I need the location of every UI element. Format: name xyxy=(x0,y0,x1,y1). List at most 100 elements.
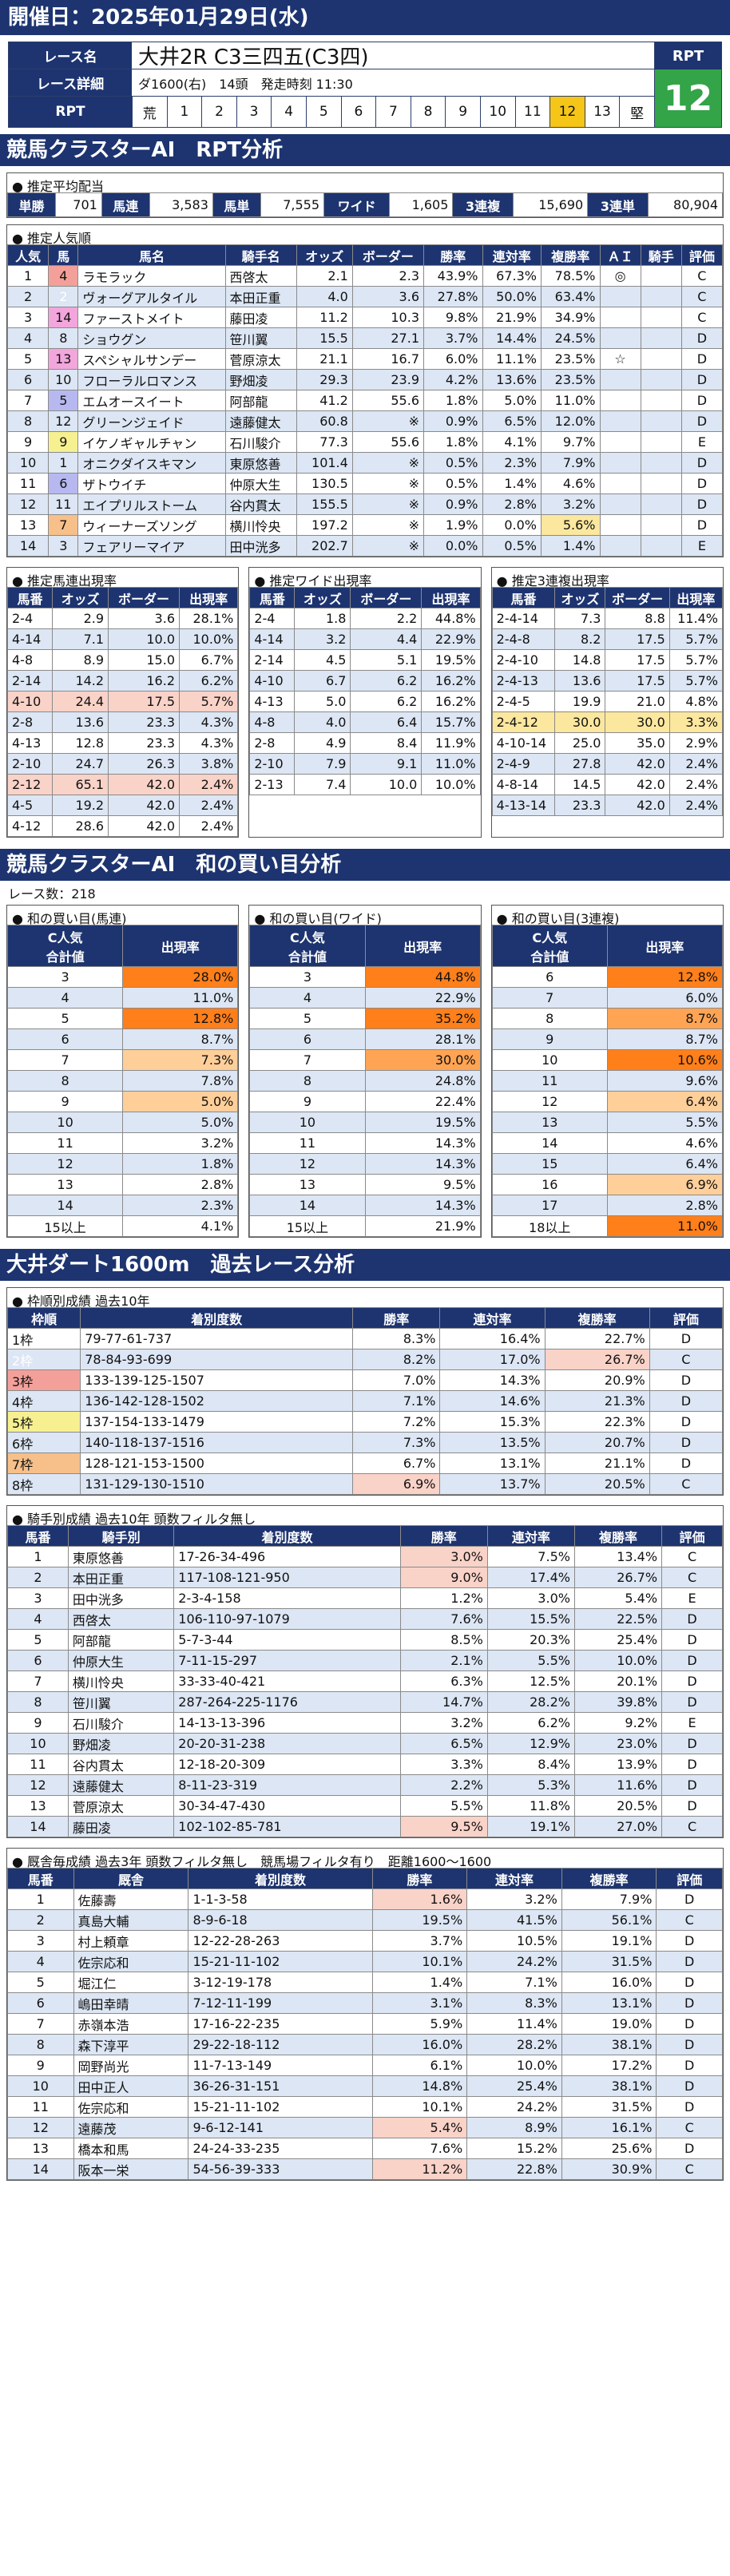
sum-value: 11 xyxy=(249,1132,366,1154)
name: 佐藤壽 xyxy=(73,1888,189,1910)
appearance-rate: 22.4% xyxy=(364,1091,481,1112)
pop-rank: 3 xyxy=(6,307,50,328)
header-cell: 馬番 xyxy=(7,1868,74,1889)
sum-value: 4 xyxy=(249,987,366,1009)
payout-label: 3連複 xyxy=(452,192,514,217)
win-rate: 6.3% xyxy=(399,1670,488,1692)
horse-name: ウィーナーズソング xyxy=(77,514,226,536)
sum-value: 10 xyxy=(249,1112,366,1133)
border: ※ xyxy=(351,473,425,494)
ren-rate: 28.2% xyxy=(466,2034,562,2055)
fuku-rate: 7.9% xyxy=(561,1888,657,1910)
evaluation: D xyxy=(656,1930,723,1952)
cell: 4.4 xyxy=(350,628,423,650)
win-rate: 11.2% xyxy=(371,2158,468,2180)
sum-value: 17 xyxy=(491,1195,608,1216)
table-row: 14 2.3% xyxy=(6,1195,239,1216)
header-cell: オッズ xyxy=(554,587,606,608)
cell: 42.0 xyxy=(108,815,180,837)
odds: 155.5 xyxy=(296,493,353,515)
table-row: 4-8 8.9 15.0 6.7% xyxy=(6,649,239,671)
horse-number: 3 xyxy=(7,1587,69,1609)
rpt-header: RPT xyxy=(655,42,721,69)
cell: 42.0 xyxy=(108,774,180,795)
horse-number: 14 xyxy=(7,1816,69,1837)
horse-number: 2 xyxy=(7,1909,74,1931)
cell: 26.3 xyxy=(108,753,180,775)
header-cell: 着別度数 xyxy=(188,1868,373,1889)
cell: 10.0% xyxy=(178,628,239,650)
win-rate: 3.0% xyxy=(399,1546,488,1567)
race-info: レース名 大井2R C3三四五(C3四) レース詳細 ダ1600(右) 14頭 … xyxy=(8,42,722,128)
cell: 4-8 xyxy=(249,711,296,733)
evaluation: D xyxy=(656,1888,723,1910)
fuku-rate: 4.6% xyxy=(541,473,601,494)
table-row: 12 14.3% xyxy=(249,1153,481,1175)
fuku-rate: 25.6% xyxy=(561,2138,657,2159)
horse-number: 9 xyxy=(7,2055,74,2076)
fuku-rate: 9.7% xyxy=(541,431,601,453)
fuku-rate: 20.5% xyxy=(544,1473,650,1495)
evaluation: D xyxy=(661,1733,723,1754)
win-rate: 3.7% xyxy=(423,327,483,349)
horse-number: 3 xyxy=(48,535,79,557)
fuku-rate: 21.1% xyxy=(544,1452,650,1474)
cell: 11.0% xyxy=(421,753,481,775)
table-row: 6 10 フローラルロマンス 野畑凌 29.3 23.9 4.2% 13.6% 23.5% D xyxy=(6,369,724,390)
table-row: 7 5 エムオースイート 阿部龍 41.2 55.6 1.8% 5.0% 11.0% D xyxy=(6,390,724,411)
cell: 4-5 xyxy=(6,795,54,816)
table-row: 4-10 6.7 6.2 16.2% xyxy=(249,670,481,692)
table-row: 11 佐宗応和 15-21-11-102 10.1% 24.2% 31.5% D xyxy=(7,2096,723,2118)
cell: 15.0 xyxy=(108,649,180,671)
rpt-scale: 荒 1 2 3 4 5 6 7 8 9 10 11 12 13 堅 xyxy=(132,97,654,127)
sum-value: 11 xyxy=(6,1132,124,1154)
table-row: 8 24.8% xyxy=(249,1070,481,1092)
record: 17-16-22-235 xyxy=(188,2013,373,2035)
header-cell: 連対率 xyxy=(482,244,542,266)
cell: 17.5 xyxy=(108,691,180,712)
fuku-rate: 5.6% xyxy=(541,514,601,536)
record: 36-26-31-151 xyxy=(188,2075,373,2097)
wide-title: ● 推定ワイド出現率 xyxy=(254,573,372,589)
cell: 14.2 xyxy=(52,670,109,692)
name: 赤嶺本浩 xyxy=(73,2013,189,2035)
table-row: 9 9 イケノギャルチャン 石川駿介 77.3 55.6 1.8% 4.1% 9.7% E xyxy=(6,431,724,453)
table-row: 8 12 グリーンジェイド 遠藤健太 60.8 ※ 0.9% 6.5% 12.0% D xyxy=(6,410,724,432)
table-row: 7 横川怜央 33-33-40-421 6.3% 12.5% 20.1% D xyxy=(7,1670,723,1692)
fuku-rate: 23.0% xyxy=(573,1733,663,1754)
rpt-cell: 13 xyxy=(584,97,620,127)
waku-stats-box: ● 枠順別成績 過去10年 枠順 着別度数 勝率 連対率 複勝率 評価 1枠 79-77-61… xyxy=(6,1287,724,1496)
race-name-label: レース名 xyxy=(9,42,132,69)
name: 橋本和馬 xyxy=(73,2138,189,2159)
ren-rate: 14.3% xyxy=(439,1369,546,1391)
cell: 16.2% xyxy=(421,691,481,712)
ren-rate: 11.4% xyxy=(466,2013,562,2035)
evaluation: C xyxy=(661,1546,723,1567)
cell: 2-13 xyxy=(249,774,296,795)
name: 笹川翼 xyxy=(67,1691,175,1713)
win-rate: 1.4% xyxy=(371,1972,468,1993)
fuku-rate: 26.7% xyxy=(573,1567,663,1588)
record: 12-22-28-263 xyxy=(188,1930,373,1952)
table-row: 5枠 137-154-133-1479 7.2% 15.3% 22.3% D xyxy=(6,1411,724,1433)
cell: 4-8 xyxy=(6,649,54,671)
ai-mark xyxy=(599,514,641,536)
table-row: 13 5.5% xyxy=(491,1112,723,1133)
sum-value: 13 xyxy=(249,1174,366,1195)
name: 遠藤茂 xyxy=(73,2117,189,2138)
payout-value: 701 xyxy=(54,192,102,217)
horse-number: 12 xyxy=(48,410,79,432)
header-cell: 枠順 xyxy=(6,1307,81,1329)
table-row: 1 佐藤壽 1-1-3-58 1.6% 3.2% 7.9% D xyxy=(7,1888,723,1910)
header-cell: オッズ xyxy=(52,587,109,608)
horse-name: イケノギャルチャン xyxy=(77,431,226,453)
table-row: 12 遠藤茂 9-6-12-141 5.4% 8.9% 16.1% C xyxy=(7,2117,723,2138)
evaluation: E xyxy=(680,535,724,557)
jockey-mark xyxy=(640,452,682,474)
wa-wide-title: ● 和の買い目(ワイド) xyxy=(254,911,382,926)
name: 嶋田幸晴 xyxy=(73,1992,189,2014)
trio-table: 馬番 オッズ ボーダー 出現率 2-4-14 7.3 8.8 11.4% 2-4-8 8.2 17.… xyxy=(491,587,723,816)
cell: 4-13 xyxy=(249,691,296,712)
sum-value: 14 xyxy=(6,1195,124,1216)
evaluation: D xyxy=(680,348,724,370)
